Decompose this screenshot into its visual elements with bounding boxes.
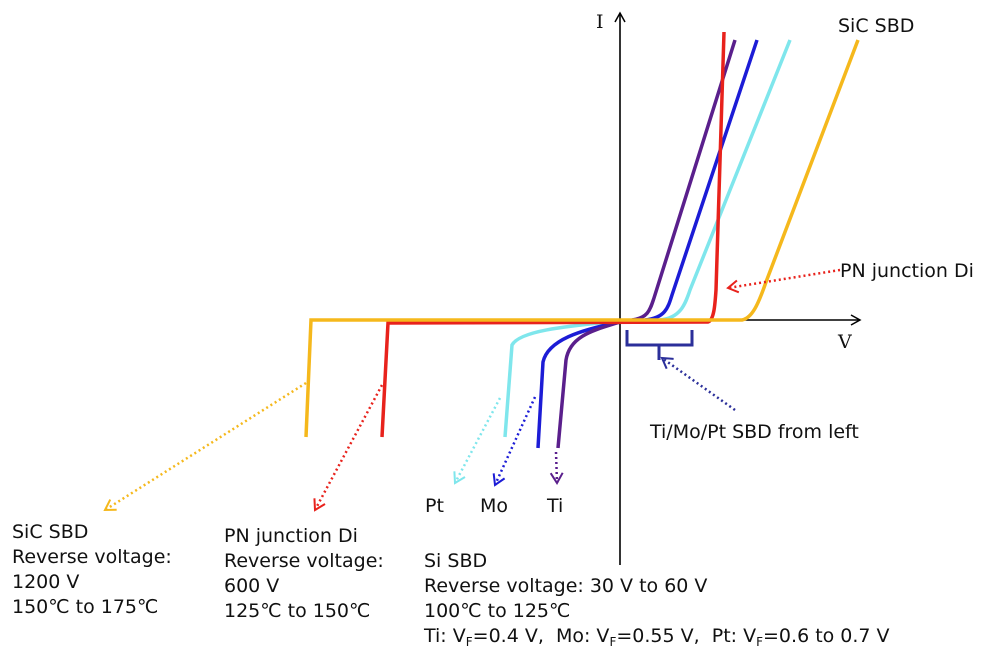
sic-sbd-spec: SiC SBD Reverse voltage: 1200 V 150℃ to … (12, 520, 172, 620)
pt-vf-value: =0.6 to 0.7 V (763, 625, 890, 647)
spec-line: Si SBD (424, 550, 488, 572)
bracket-note: Ti/Mo/Pt SBD from left (650, 421, 859, 443)
arrow-pn (313, 384, 384, 512)
spec-line: PN junction Di (224, 525, 358, 547)
spec-line: 150℃ to 175℃ (12, 596, 159, 618)
pn-junction-label: PN junction Di (840, 260, 974, 282)
subscript: F (609, 635, 617, 649)
sic-sbd-label: SiC SBD (838, 15, 915, 37)
spec-line: Reverse voltage: 30 V to 60 V (424, 575, 708, 597)
subscript: F (465, 635, 473, 649)
ti-vf-value: =0.4 V, (472, 625, 544, 647)
spec-line: Reverse voltage: (224, 550, 384, 572)
y-axis-label: I (596, 11, 604, 33)
arrow-pn-forward (726, 268, 841, 294)
ti-vf-prefix: Ti: V (424, 625, 466, 647)
pn-junction-spec: PN junction Di Reverse voltage: 600 V 12… (224, 524, 384, 624)
mo-vf-prefix: Mo: V (555, 625, 610, 647)
spec-line: 1200 V (12, 571, 80, 593)
spec-line: SiC SBD (12, 521, 89, 543)
subscript: F (756, 635, 764, 649)
ti-label: Ti (547, 495, 564, 517)
curve-pn-junction (380, 31, 726, 438)
curve-pt (503, 39, 792, 438)
curve-sic-sbd (304, 39, 860, 438)
spec-line: Reverse voltage: (12, 546, 172, 568)
arrow-mo (492, 396, 537, 487)
si-sbd-spec: Si SBD Reverse voltage: 30 V to 60 V 100… (424, 549, 890, 655)
mo-label: Mo (480, 495, 509, 517)
spec-line: 600 V (224, 575, 280, 597)
vf-line: Ti: VF=0.4 V, Mo: VF=0.55 V, Pt: VF=0.6 … (424, 624, 890, 655)
arrow-bracket (660, 356, 736, 412)
pt-label: Pt (425, 495, 444, 517)
ti-mo-pt-bracket (625, 330, 694, 360)
x-axis-label: V (838, 331, 852, 353)
arrow-sic (103, 381, 307, 512)
spec-line: 125℃ to 150℃ (224, 600, 371, 622)
mo-vf-value: =0.55 V, (616, 625, 700, 647)
arrow-pt (453, 397, 502, 485)
spec-line: 100℃ to 125℃ (424, 600, 571, 622)
curve-mo (536, 39, 759, 449)
arrow-ti (549, 451, 564, 485)
pt-vf-prefix: Pt: V (711, 625, 757, 647)
